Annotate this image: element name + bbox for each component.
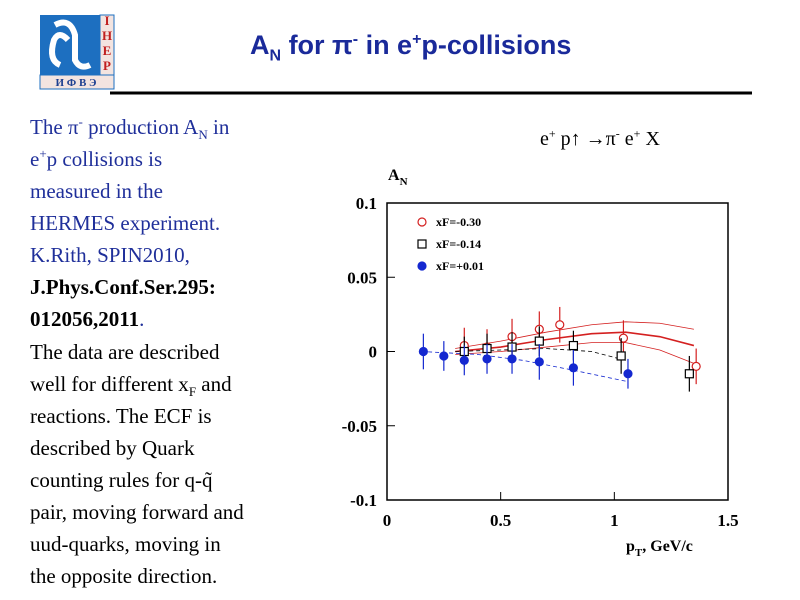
title: AN for π- in e+p-collisions: [250, 30, 572, 65]
point: [418, 346, 428, 357]
text-line: e+p collisions is: [30, 146, 163, 171]
y-tick-label: 0.1: [356, 194, 377, 213]
y-axis-label: AN: [388, 167, 408, 188]
point: [482, 354, 492, 364]
x-tick-label: 0.5: [490, 511, 511, 530]
reaction-label: e+ p↑ →π- e+ X: [540, 126, 660, 150]
y-tick-label: -0.1: [350, 491, 377, 510]
point: [616, 351, 626, 361]
fit-curve: [455, 342, 695, 364]
legend-marker: [417, 239, 427, 249]
text-line: reactions. The ECF is: [30, 404, 212, 428]
y-tick-label: 0: [369, 343, 378, 362]
plot: -0.1 -0.05 0 0.05 0.1 0 0.5 1 1.5 xF=-0.30 xF=-0.1…: [342, 194, 739, 530]
legend-marker: [417, 261, 427, 271]
point: [534, 336, 544, 346]
fit-curve: [455, 321, 694, 349]
point: [555, 320, 565, 330]
point: [439, 351, 449, 361]
point: [507, 354, 517, 364]
fit-curve: [455, 331, 695, 353]
point: [534, 357, 544, 367]
legend-label: xF=-0.14: [436, 237, 481, 251]
x-tick-label: 0: [383, 511, 392, 530]
text-line: counting rules for q-q̃: [30, 468, 213, 492]
logo-bottom: [39, 74, 115, 90]
legend-label: xF=-0.30: [436, 215, 481, 229]
logo-letter: Р: [103, 58, 111, 73]
text-line: pair, moving forward and: [30, 500, 244, 524]
logo: I Н Е Р И Ф В Э: [39, 13, 115, 90]
logo-letter: Н: [102, 28, 112, 43]
logo-letter: I: [104, 13, 109, 28]
point: [568, 363, 579, 373]
point: [623, 369, 633, 379]
text-line: HERMES experiment.: [30, 211, 221, 235]
text-line: well for different xF and: [30, 372, 232, 400]
point: [684, 369, 694, 379]
logo-swirl: [49, 19, 92, 70]
y-tick-label: -0.05: [342, 417, 377, 436]
text-line: 012056,2011.: [30, 307, 145, 331]
text-line: described by Quark: [30, 436, 195, 460]
text-line: the opposite direction.: [30, 564, 218, 588]
text-line: uud-quarks, moving in: [30, 532, 221, 556]
point: [568, 340, 579, 351]
fit-curve: [421, 351, 626, 382]
text-line: J.Phys.Conf.Ser.295:: [30, 275, 216, 299]
legend-marker: [417, 217, 427, 227]
text-line: The π- production AN in: [30, 114, 230, 143]
text-line: K.Rith, SPIN2010,: [30, 243, 190, 267]
legend-label: xF=+0.01: [436, 259, 484, 273]
text-line: measured in the: [30, 179, 163, 203]
point: [691, 361, 701, 371]
y-tick-label: 0.05: [347, 268, 377, 287]
x-tick-label: 1: [610, 511, 619, 530]
x-tick-label: 1.5: [717, 511, 738, 530]
x-axis-label: pT, GeV/c: [626, 538, 693, 559]
text-line: The data are described: [30, 340, 220, 364]
logo-letter: Е: [103, 43, 112, 58]
logo-bottom-text: И Ф В Э: [55, 77, 96, 89]
point: [459, 355, 469, 366]
